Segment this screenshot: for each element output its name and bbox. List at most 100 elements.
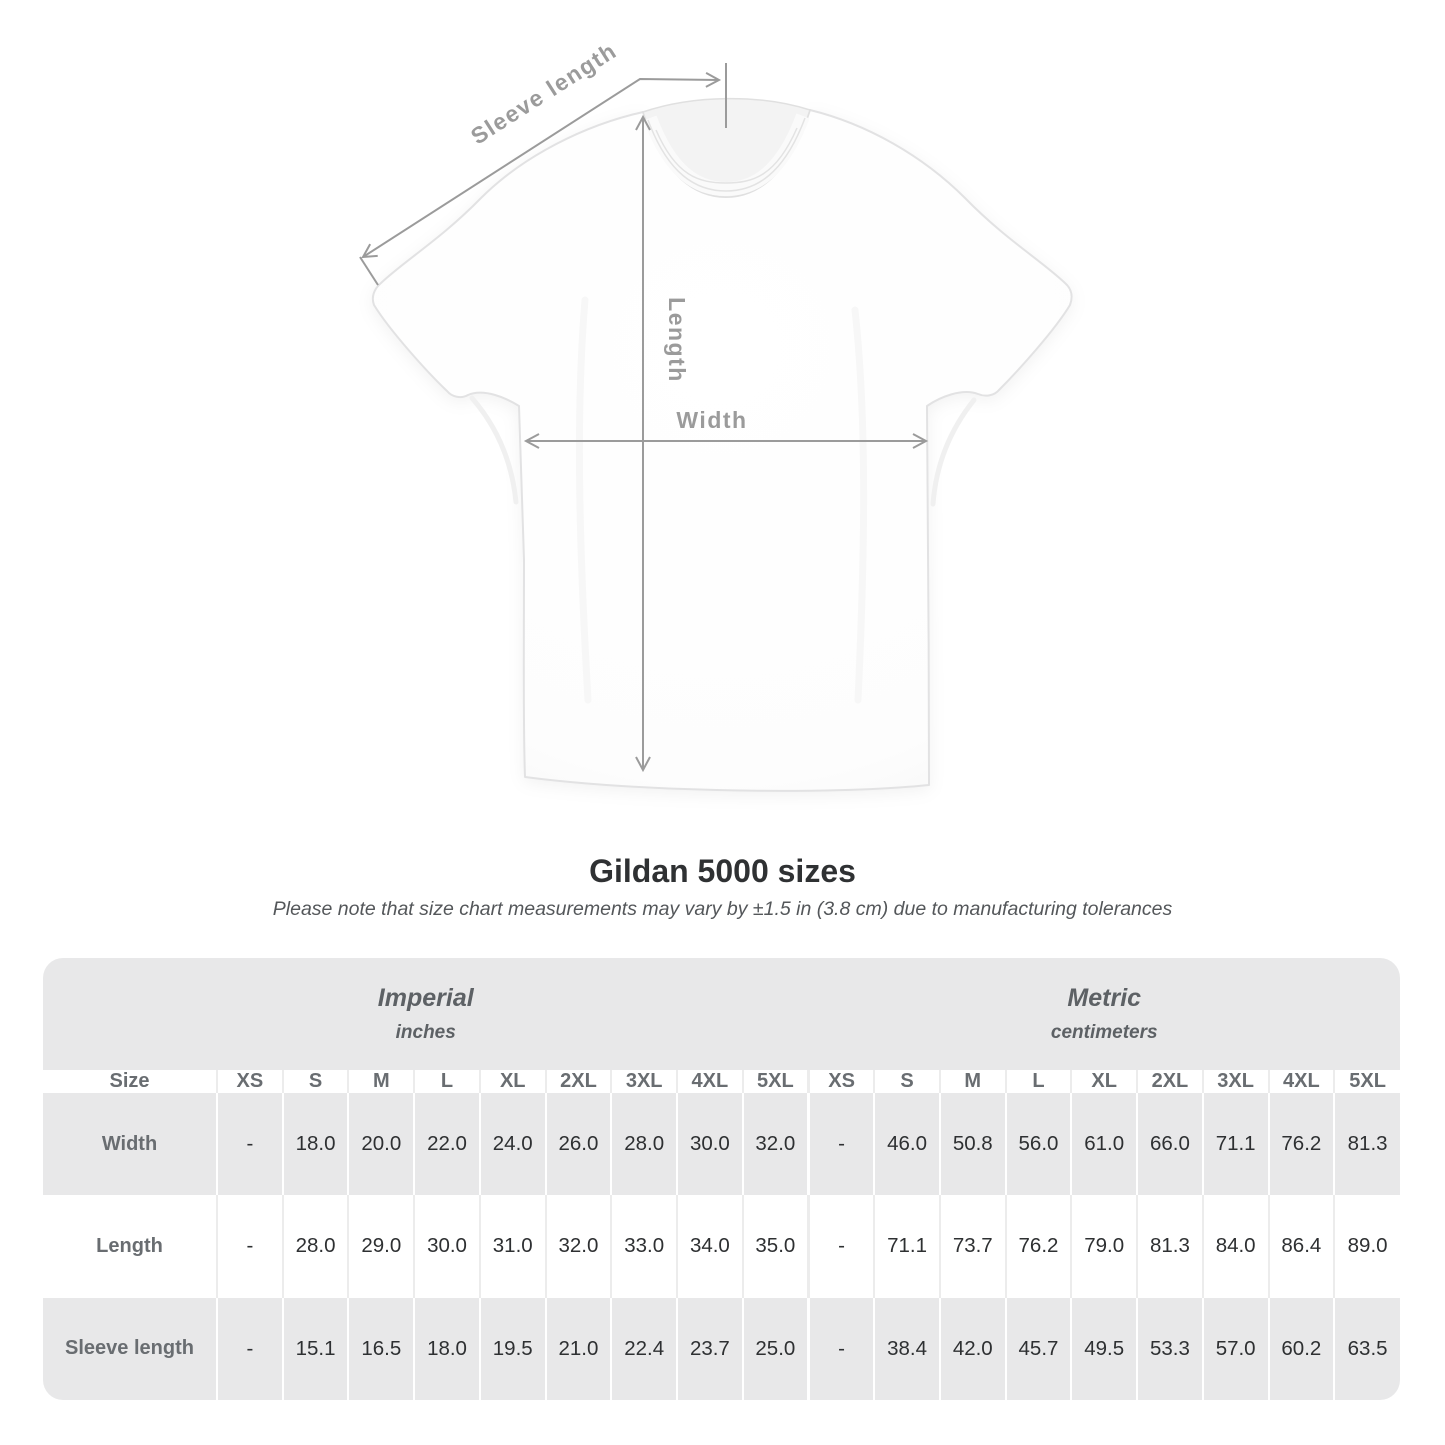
size-column-header: S (281, 1070, 349, 1093)
size-column-header: L (413, 1070, 480, 1093)
measurement-cell: 57.0 (1201, 1297, 1269, 1400)
size-column-header: 3XL (610, 1070, 678, 1093)
metric-unit: centimeters (1050, 1022, 1158, 1043)
measurement-cell: 21.0 (544, 1297, 612, 1400)
measurement-cell: 31.0 (478, 1195, 546, 1298)
measurement-annotations (359, 63, 929, 773)
size-column-header: 2XL (1136, 1070, 1203, 1093)
chart-title: Gildan 5000 sizes (589, 853, 856, 889)
size-table: Imperial inches Metric centimeters Size … (43, 958, 1400, 1400)
measurement-cell: 30.0 (676, 1093, 743, 1196)
measurement-cell: 61.0 (1070, 1093, 1138, 1196)
measurement-row: Length -28.0 29.0 30.0 31.0 32.0 33.0 34.0 35.0-… (43, 1195, 1400, 1298)
metric-group-header: Metric centimeters (808, 958, 1400, 1070)
measurement-cell: 73.7 (938, 1195, 1006, 1298)
sleeve-tip-tick (359, 256, 379, 286)
chart-subtitle: Please note that size chart measurements… (272, 898, 1173, 920)
measurement-cell: 66.0 (1136, 1093, 1203, 1196)
measurement-cell: 15.1 (281, 1297, 349, 1400)
row-label: Length (43, 1195, 217, 1298)
unit-group-header-row: Imperial inches Metric centimeters (43, 958, 1400, 1070)
measurement-cell: 28.0 (281, 1195, 349, 1298)
metric-label: Metric (1067, 984, 1142, 1012)
measurement-cell: 24.0 (478, 1093, 546, 1196)
measurement-cell: 20.0 (347, 1093, 415, 1196)
measurement-cell: - (806, 1195, 875, 1298)
row-label: Sleeve length (43, 1297, 217, 1400)
size-column-header: S (873, 1070, 940, 1093)
tshirt-body (371, 109, 1073, 792)
imperial-group-header: Imperial inches (43, 958, 809, 1070)
size-column-header: M (347, 1070, 415, 1093)
measurement-cell: 50.8 (938, 1093, 1006, 1196)
size-column-header: M (938, 1070, 1006, 1093)
size-column-header: 5XL (1333, 1070, 1400, 1093)
size-column-header: XS (216, 1070, 283, 1093)
size-column-header: 5XL (741, 1070, 809, 1093)
measurement-cell: 63.5 (1333, 1297, 1400, 1400)
measurement-cell: 42.0 (938, 1297, 1006, 1400)
measurement-cell: - (216, 1093, 283, 1196)
size-column-header: 2XL (544, 1070, 612, 1093)
imperial-label: Imperial (377, 984, 474, 1012)
measurement-cell: 53.3 (1136, 1297, 1203, 1400)
fabric-fold-right (851, 306, 868, 704)
measurement-cell: 84.0 (1201, 1195, 1269, 1298)
right-armpit-crease (930, 397, 977, 507)
size-column-header: 3XL (1201, 1070, 1269, 1093)
measurement-cell: 45.7 (1004, 1297, 1072, 1400)
fabric-fold-left (575, 296, 592, 704)
measurement-cell: 26.0 (544, 1093, 612, 1196)
measurement-cell: 30.0 (413, 1195, 480, 1298)
measurement-cell: 35.0 (741, 1195, 809, 1298)
width-label: Width (676, 407, 747, 433)
measurement-cell: 71.1 (1201, 1093, 1269, 1196)
measurement-cell: 32.0 (741, 1093, 809, 1196)
size-column-header: L (1004, 1070, 1072, 1093)
size-column-header: XL (1070, 1070, 1138, 1093)
measurement-cell: 76.2 (1267, 1093, 1335, 1196)
measurement-cell: - (216, 1195, 283, 1298)
measurement-cell: - (806, 1093, 875, 1196)
row-label: Width (43, 1093, 217, 1196)
measurement-cell: 56.0 (1004, 1093, 1072, 1196)
size-column-header: XL (478, 1070, 546, 1093)
measurement-row: Sleeve length -15.1 16.5 18.0 19.5 21.0 22.4 23… (43, 1297, 1400, 1400)
measurement-cell: 19.5 (478, 1297, 546, 1400)
measurement-cell: 71.1 (873, 1195, 940, 1298)
measurement-cell: 89.0 (1333, 1195, 1400, 1298)
size-table-grid: Imperial inches Metric centimeters Size … (43, 958, 1400, 1400)
size-column-header: 4XL (1267, 1070, 1335, 1093)
measurement-cell: 29.0 (347, 1195, 415, 1298)
measurement-cell: 46.0 (873, 1093, 940, 1196)
left-armpit-crease (469, 395, 519, 505)
measurement-cell: 32.0 (544, 1195, 612, 1298)
sleeve-length-arrow (361, 71, 722, 259)
size-column-header: XS (806, 1070, 875, 1093)
size-header-row: Size XS S M L XL 2XL 3XL 4XL 5XL XS S M L XL 2XL 3XL 4XL… (43, 1070, 1400, 1093)
tshirt-measurement-diagram: Sleeve length Length Width (359, 37, 1073, 792)
measurement-cell: 81.3 (1136, 1195, 1203, 1298)
measurement-cell: 18.0 (281, 1093, 349, 1196)
imperial-unit: inches (395, 1022, 456, 1043)
measurement-cell: 33.0 (610, 1195, 678, 1298)
measurement-cell: 49.5 (1070, 1297, 1138, 1400)
measurement-cell: 60.2 (1267, 1297, 1335, 1400)
measurement-cell: 23.7 (676, 1297, 743, 1400)
measurement-cell: 22.0 (413, 1093, 480, 1196)
measurement-cell: 38.4 (873, 1297, 940, 1400)
tshirt-photo (371, 97, 1073, 792)
length-label: Length (664, 297, 690, 383)
measurement-cell: 34.0 (676, 1195, 743, 1298)
measurement-cell: 81.3 (1333, 1093, 1400, 1196)
measurement-row: Width -18.0 20.0 22.0 24.0 26.0 28.0 30.0 32.0-4… (43, 1093, 1400, 1196)
measurement-cell: - (216, 1297, 283, 1400)
size-header-cell: Size (43, 1070, 217, 1093)
size-column-header: 4XL (676, 1070, 743, 1093)
measurement-cell: 28.0 (610, 1093, 678, 1196)
measurement-cell: 25.0 (741, 1297, 809, 1400)
measurement-cell: 16.5 (347, 1297, 415, 1400)
measurement-cell: 79.0 (1070, 1195, 1138, 1298)
measurement-cell: 76.2 (1004, 1195, 1072, 1298)
